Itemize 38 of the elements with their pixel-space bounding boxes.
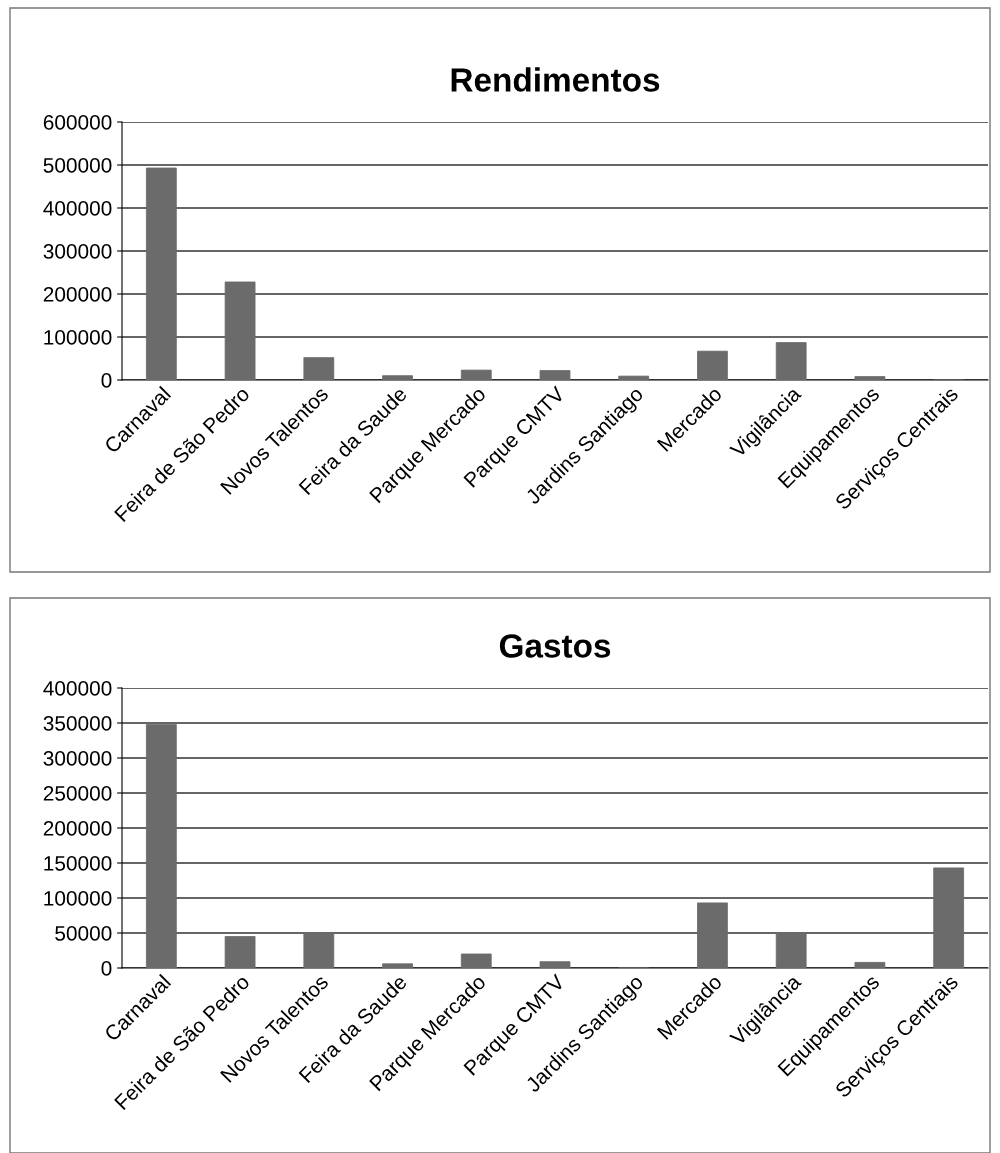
bar	[303, 357, 335, 380]
bar	[145, 723, 177, 968]
bar	[460, 369, 492, 380]
y-tick-label: 0	[101, 961, 112, 976]
bar	[224, 936, 256, 968]
y-tick-label: 500000	[43, 158, 112, 173]
chart-title: Gastos	[499, 634, 611, 658]
chart-title: Rendimentos	[451, 67, 660, 92]
bar	[933, 867, 965, 968]
y-tick-label: 300000	[43, 751, 112, 766]
bar	[539, 370, 571, 380]
y-tick-label: 400000	[43, 201, 112, 216]
bar	[303, 932, 335, 968]
y-tick-label: 300000	[43, 244, 112, 259]
bar	[854, 961, 886, 968]
y-tick-label: 250000	[43, 786, 112, 801]
bar	[775, 932, 807, 968]
bar	[382, 375, 413, 380]
y-tick-label: 150000	[44, 856, 112, 871]
bar	[775, 342, 807, 380]
y-tick-label: 200000	[43, 287, 112, 302]
y-tick-label: 600000	[43, 115, 112, 130]
bar	[224, 281, 256, 380]
bar	[460, 953, 492, 968]
bar	[697, 902, 728, 968]
y-tick-label: 100000	[44, 891, 112, 906]
bar	[618, 375, 650, 380]
bar	[697, 350, 728, 380]
y-tick-label: 200000	[43, 821, 112, 836]
bar	[382, 963, 413, 968]
bar	[539, 961, 571, 968]
bar	[145, 167, 177, 380]
y-tick-label: 0	[101, 373, 112, 388]
bar	[854, 376, 886, 380]
y-tick-label: 100000	[44, 330, 112, 345]
y-tick-label: 50000	[55, 926, 112, 941]
y-tick-label: 350000	[43, 716, 112, 731]
y-tick-label: 400000	[43, 681, 112, 696]
